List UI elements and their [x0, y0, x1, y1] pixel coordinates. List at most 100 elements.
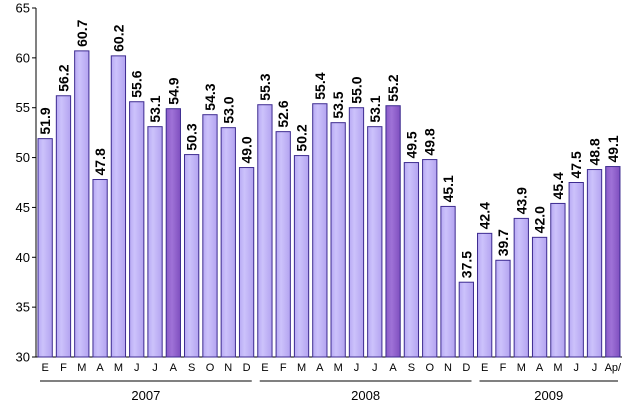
bar	[367, 126, 383, 358]
x-tick-label: M	[517, 362, 526, 374]
bar	[605, 166, 621, 358]
data-label: 49.5	[403, 131, 419, 158]
bar	[531, 236, 548, 358]
bar	[586, 169, 603, 358]
y-tick-label: 30	[16, 350, 30, 365]
bar	[550, 202, 566, 358]
y-tick-label: 40	[16, 250, 30, 265]
data-label: 60.2	[110, 24, 126, 51]
year-label: 2008	[351, 388, 380, 403]
x-tick-label: E	[41, 362, 48, 374]
year-label: 2007	[131, 388, 160, 403]
data-label: 43.9	[513, 187, 529, 214]
x-tick-label: A	[536, 362, 544, 374]
bar	[330, 122, 346, 358]
bar	[147, 126, 163, 358]
bar	[55, 95, 72, 358]
data-label: 47.8	[92, 148, 108, 175]
bar	[440, 205, 456, 358]
bar	[129, 101, 145, 358]
data-label: 48.8	[587, 138, 603, 165]
bar	[74, 50, 90, 358]
x-tick-label: S	[188, 362, 195, 374]
x-tick-label: E	[481, 362, 488, 374]
bar	[403, 162, 420, 358]
data-label: 39.7	[495, 229, 511, 256]
x-tick-label: D	[462, 362, 470, 374]
bar	[385, 105, 401, 358]
x-tick-label: J	[134, 362, 140, 374]
data-label: 60.7	[74, 19, 90, 46]
data-label: 49.8	[422, 128, 438, 155]
bar	[568, 182, 584, 358]
bar	[184, 154, 200, 358]
x-tick-label: A	[170, 362, 178, 374]
bar	[348, 107, 365, 358]
data-label: 54.3	[202, 83, 218, 110]
x-tick-label: M	[553, 362, 562, 374]
x-tick-label: O	[425, 362, 434, 374]
x-tick-label: M	[114, 362, 123, 374]
data-label: 53.0	[220, 96, 236, 123]
year-label: 2009	[534, 388, 563, 403]
data-label: 53.1	[147, 95, 163, 122]
data-label: 49.1	[605, 135, 621, 162]
bar	[220, 127, 236, 358]
data-label: 55.4	[312, 72, 328, 99]
bar	[202, 114, 218, 358]
x-tick-label: D	[243, 362, 251, 374]
bar	[293, 155, 310, 358]
data-label: 45.4	[550, 172, 566, 199]
bar	[110, 55, 127, 358]
x-tick-label: J	[592, 362, 598, 374]
data-label: 42.4	[477, 202, 493, 229]
x-tick-label: Ap/	[605, 362, 622, 374]
data-label: 53.5	[330, 91, 346, 118]
data-label: 55.3	[257, 73, 273, 100]
data-label: 53.1	[367, 95, 383, 122]
data-label: 50.3	[184, 123, 200, 150]
data-label: 55.2	[385, 74, 401, 101]
bar	[275, 131, 291, 358]
y-tick-label: 50	[16, 150, 30, 165]
x-tick-label: N	[224, 362, 232, 374]
bar	[257, 104, 273, 358]
bar	[165, 108, 181, 358]
bar	[495, 259, 511, 358]
data-label: 55.6	[129, 70, 145, 97]
x-tick-label: M	[297, 362, 306, 374]
x-tick-label: A	[316, 362, 324, 374]
y-tick-label: 60	[16, 50, 30, 65]
data-label: 54.9	[165, 77, 181, 104]
data-label: 45.1	[440, 175, 456, 202]
x-tick-label: F	[500, 362, 507, 374]
x-tick-label: S	[408, 362, 415, 374]
x-tick-label: J	[354, 362, 360, 374]
bar	[422, 159, 438, 358]
bar	[92, 179, 108, 358]
x-tick-label: M	[334, 362, 343, 374]
bar	[513, 217, 529, 358]
x-tick-label: F	[60, 362, 67, 374]
bar	[37, 138, 53, 358]
x-tick-label: M	[77, 362, 86, 374]
x-tick-label: A	[389, 362, 397, 374]
data-label: 56.2	[55, 64, 71, 91]
bar	[458, 281, 474, 358]
x-tick-label: J	[372, 362, 378, 374]
x-tick-label: O	[206, 362, 215, 374]
bar	[238, 167, 255, 358]
x-tick-label: J	[152, 362, 158, 374]
x-tick-label: F	[280, 362, 287, 374]
data-label: 51.9	[37, 107, 53, 134]
data-label: 49.0	[239, 136, 255, 163]
bar	[477, 232, 493, 358]
bar	[312, 103, 328, 358]
data-label: 47.5	[568, 151, 584, 178]
data-label: 52.6	[275, 100, 291, 127]
y-tick-label: 55	[16, 100, 30, 115]
y-tick-label: 45	[16, 200, 30, 215]
y-tick-label: 65	[16, 1, 30, 16]
data-label: 42.0	[532, 206, 548, 233]
